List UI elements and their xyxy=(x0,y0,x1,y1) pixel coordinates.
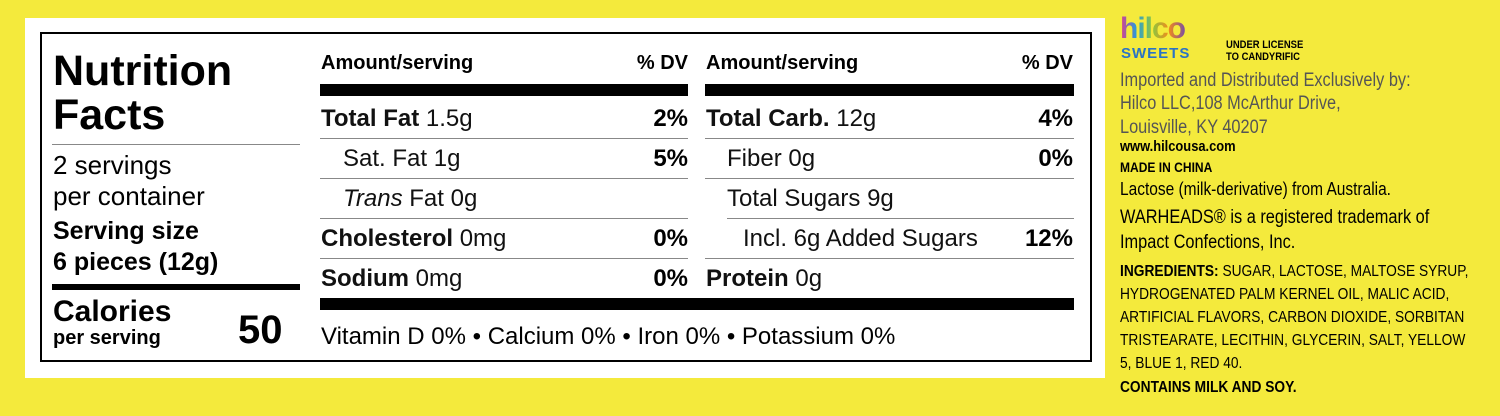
nutrient-amount: 1.5g xyxy=(425,105,473,132)
rule xyxy=(705,138,1074,139)
rule xyxy=(52,284,300,290)
calories-sublabel: per serving xyxy=(53,327,161,349)
origin: MADE IN CHINA xyxy=(1120,159,1213,175)
trademark: WARHEADS® is a registered trademark of xyxy=(1120,207,1430,228)
rule xyxy=(320,84,688,96)
ingredients-line: SUGAR, LACTOSE, MALTOSE SYRUP, xyxy=(1222,263,1469,280)
column-header: Amount/serving xyxy=(321,52,474,74)
title: Nutrition xyxy=(53,47,233,95)
title: Facts xyxy=(53,91,166,139)
calories-value: 50 xyxy=(238,308,283,352)
nutrient-amount: 0g xyxy=(795,265,823,292)
importer: Louisville, KY 40207 xyxy=(1120,117,1268,138)
nutrient-amount: 0g xyxy=(450,185,478,212)
logo-bottom: SWEETS xyxy=(1121,45,1191,62)
license: UNDER LICENSE xyxy=(1226,39,1304,51)
nutrient-name: Protein xyxy=(706,265,789,292)
nutrient-dv: 0% xyxy=(653,265,688,292)
nutrition-box xyxy=(40,32,1092,362)
nutrient-name: Fat xyxy=(409,185,444,212)
website: www.hilcousa.com xyxy=(1120,138,1236,155)
label-card xyxy=(25,18,1105,378)
lactose: Lactose (milk-derivative) from Australia… xyxy=(1120,179,1391,199)
ingredients-line: HYDROGENATED PALM KERNEL OIL, MALIC ACID… xyxy=(1120,286,1450,303)
vitamins: Vitamin D 0% • Calcium 0% • Iron 0% • Po… xyxy=(321,323,896,350)
nutrient-name: Incl. 6g Added Sugars xyxy=(743,225,978,252)
nutrient-amount: 0mg xyxy=(459,225,507,252)
dv-header: % DV xyxy=(1021,52,1073,74)
column-header: Amount/serving xyxy=(706,52,859,74)
nutrient-amount: 12g xyxy=(836,105,877,132)
rule xyxy=(705,258,1074,259)
nutrient-dv: 4% xyxy=(1038,105,1073,132)
nutrient-dv: 2% xyxy=(653,105,688,132)
allergens: CONTAINS MILK AND SOY. xyxy=(1120,379,1297,396)
ingredients-label: INGREDIENTS: xyxy=(1120,263,1219,280)
nutrient-amount: 0g xyxy=(788,145,816,172)
servings: 2 servings xyxy=(53,150,172,180)
rule xyxy=(320,298,1074,310)
rule xyxy=(320,178,688,179)
logo-top: hilco xyxy=(1120,12,1186,45)
importer: Hilco LLC,108 McArthur Drive, xyxy=(1120,93,1341,114)
rule xyxy=(320,218,688,219)
rule xyxy=(320,138,688,139)
rule xyxy=(52,144,300,145)
nutrient-amount: 1g xyxy=(433,145,461,172)
trademark: Impact Confections, Inc. xyxy=(1120,232,1296,253)
nutrient-name: Sat. Fat xyxy=(343,145,428,172)
license: TO CANDYRIFIC xyxy=(1226,51,1300,63)
nutrient-dv: 0% xyxy=(653,225,688,252)
nutrient-amount: 9g xyxy=(867,185,894,212)
nutrient-name: Total Carb. xyxy=(706,105,830,132)
nutrient-name: Total Sugars xyxy=(727,185,861,212)
servings: per container xyxy=(53,181,205,211)
nutrient-dv: 5% xyxy=(653,145,688,172)
rule xyxy=(705,178,1074,179)
serving-size-value: 6 pieces (12g) xyxy=(53,248,219,276)
serving-size-label: Serving size xyxy=(53,217,199,245)
nutrient-amount: 0mg xyxy=(415,265,463,292)
rule xyxy=(705,84,1074,96)
ingredients-line: 5, BLUE 1, RED 40. xyxy=(1120,355,1243,372)
rule xyxy=(320,258,688,259)
importer: Imported and Distributed Exclusively by: xyxy=(1120,70,1411,91)
nutrient-name: Cholesterol xyxy=(321,225,454,252)
nutrient-dv: 0% xyxy=(1038,145,1073,172)
nutrient-name: Fiber xyxy=(727,145,782,172)
calories-label: Calories xyxy=(53,295,172,328)
nutrient-name-italic: Trans xyxy=(343,185,403,212)
ingredients-line: ARTIFICIAL FLAVORS, CARBON DIOXIDE, SORB… xyxy=(1120,309,1465,326)
nutrient-dv: 12% xyxy=(1024,225,1073,252)
ingredients-line: TRISTEARATE, LECITHIN, GLYCERIN, SALT, Y… xyxy=(1120,332,1466,349)
dv-header: % DV xyxy=(636,52,688,74)
nutrient-name: Total Fat xyxy=(321,105,420,132)
rule xyxy=(727,218,1074,219)
nutrient-name: Sodium xyxy=(321,265,409,292)
